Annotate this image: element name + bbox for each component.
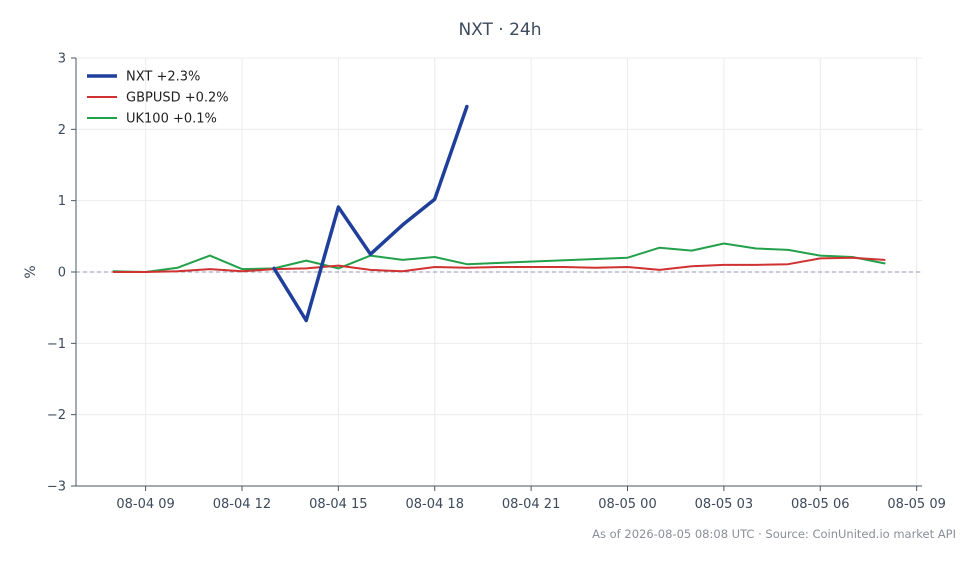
source-footer: As of 2026-08-05 08:08 UTC · Source: Coi… — [592, 527, 956, 541]
series-line-1 — [112, 256, 886, 273]
x-tick-label: 08-04 09 — [116, 497, 174, 512]
series-lines — [112, 104, 886, 323]
x-tick-label: 08-05 00 — [598, 497, 656, 512]
series-line-0 — [272, 104, 469, 323]
y-tick-label: −3 — [47, 480, 66, 495]
x-tick-label: 08-04 12 — [213, 497, 271, 512]
axes: −3 −2 −1 0 1 2 3 08-04 09 08-04 12 08-04 15 08-04 … — [23, 52, 946, 513]
series-line-2 — [112, 242, 886, 273]
y-tick-label: 2 — [58, 123, 66, 138]
x-tick-label: 08-04 15 — [309, 497, 367, 512]
legend-label: NXT +2.3% — [126, 70, 200, 85]
legend-label: GBPUSD +0.2% — [126, 91, 229, 106]
y-tick-label: 3 — [58, 52, 66, 67]
x-tick-label: 08-04 18 — [406, 497, 464, 512]
y-tick-label: −1 — [47, 337, 66, 352]
x-tick-label: 08-04 21 — [502, 497, 560, 512]
y-tick-label: −2 — [47, 408, 66, 423]
y-tick-label: 1 — [58, 194, 66, 209]
x-tick-label: 08-05 09 — [887, 497, 945, 512]
legend-label: UK100 +0.1% — [126, 112, 217, 127]
y-tick-label: 0 — [58, 266, 66, 281]
legend: NXT +2.3% GBPUSD +0.2% UK100 +0.1% — [87, 70, 229, 127]
x-tick-label: 08-05 03 — [695, 497, 753, 512]
x-tick-label: 08-05 06 — [791, 497, 849, 512]
y-axis-label: % — [23, 265, 39, 278]
chart-title: NXT · 24h — [458, 20, 542, 40]
